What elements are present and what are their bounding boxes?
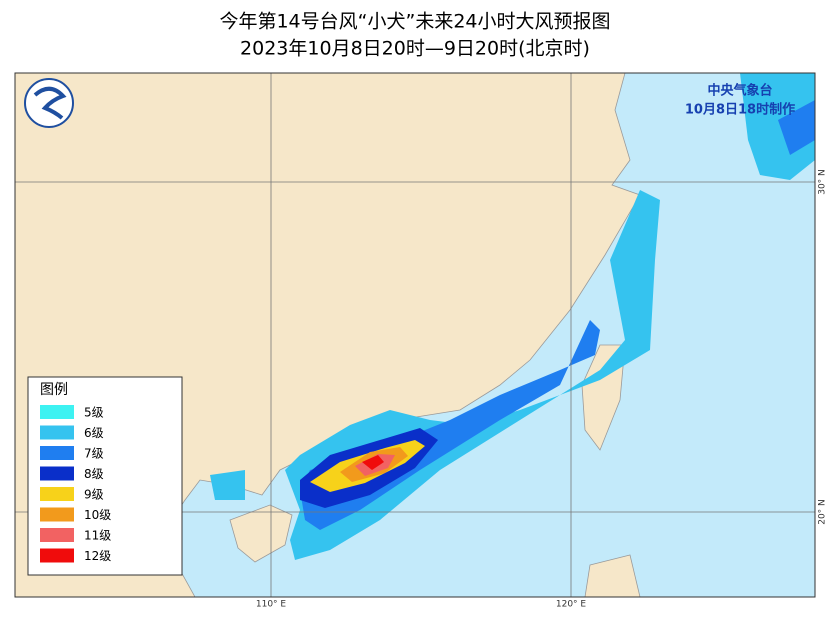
legend-label: 9级: [84, 488, 104, 502]
wind-zone-12: [362, 455, 384, 470]
legend-swatch: [40, 466, 74, 481]
legend-swatch: [40, 487, 74, 501]
map-frame: [14, 72, 816, 598]
legend-label: 5级: [84, 406, 104, 420]
legend-title: 图例: [40, 382, 68, 398]
lon-label: 110° E: [256, 600, 287, 610]
legend-label: 11级: [84, 529, 111, 543]
legend-swatch: [40, 405, 74, 419]
luzon: [584, 554, 641, 597]
title: 今年第14号台风“小犬”未来24小时大风预报图: [219, 11, 610, 33]
hainan: [229, 504, 293, 563]
wind-zone-6: [210, 470, 245, 500]
agency: 中央气象台: [707, 83, 772, 99]
legend-swatch: [40, 507, 74, 522]
lon-label: 120° E: [556, 600, 587, 610]
legend-swatch: [40, 446, 74, 460]
legend-label: 6级: [84, 426, 104, 440]
legend-swatch: [40, 548, 74, 563]
lat-label: 30° N: [818, 169, 828, 195]
legend: 图例 5级 6级 7级 8级 9级 10级 11级 12级: [27, 376, 183, 576]
legend-swatch: [40, 528, 74, 542]
legend-label: 8级: [84, 467, 104, 481]
wind-zone: [778, 100, 815, 155]
lat-label: 20° N: [818, 499, 828, 525]
legend-swatch: [40, 425, 74, 440]
cma-logo-mark: [33, 86, 67, 120]
legend-label: 7级: [84, 447, 104, 461]
legend-label: 12级: [84, 549, 111, 563]
wind-zone: [740, 73, 815, 180]
legend-label: 10级: [84, 508, 111, 522]
subtitle: 2023年10月8日20时—9日20时(北京时): [240, 38, 590, 60]
issued-time: 10月8日18时制作: [685, 102, 795, 118]
